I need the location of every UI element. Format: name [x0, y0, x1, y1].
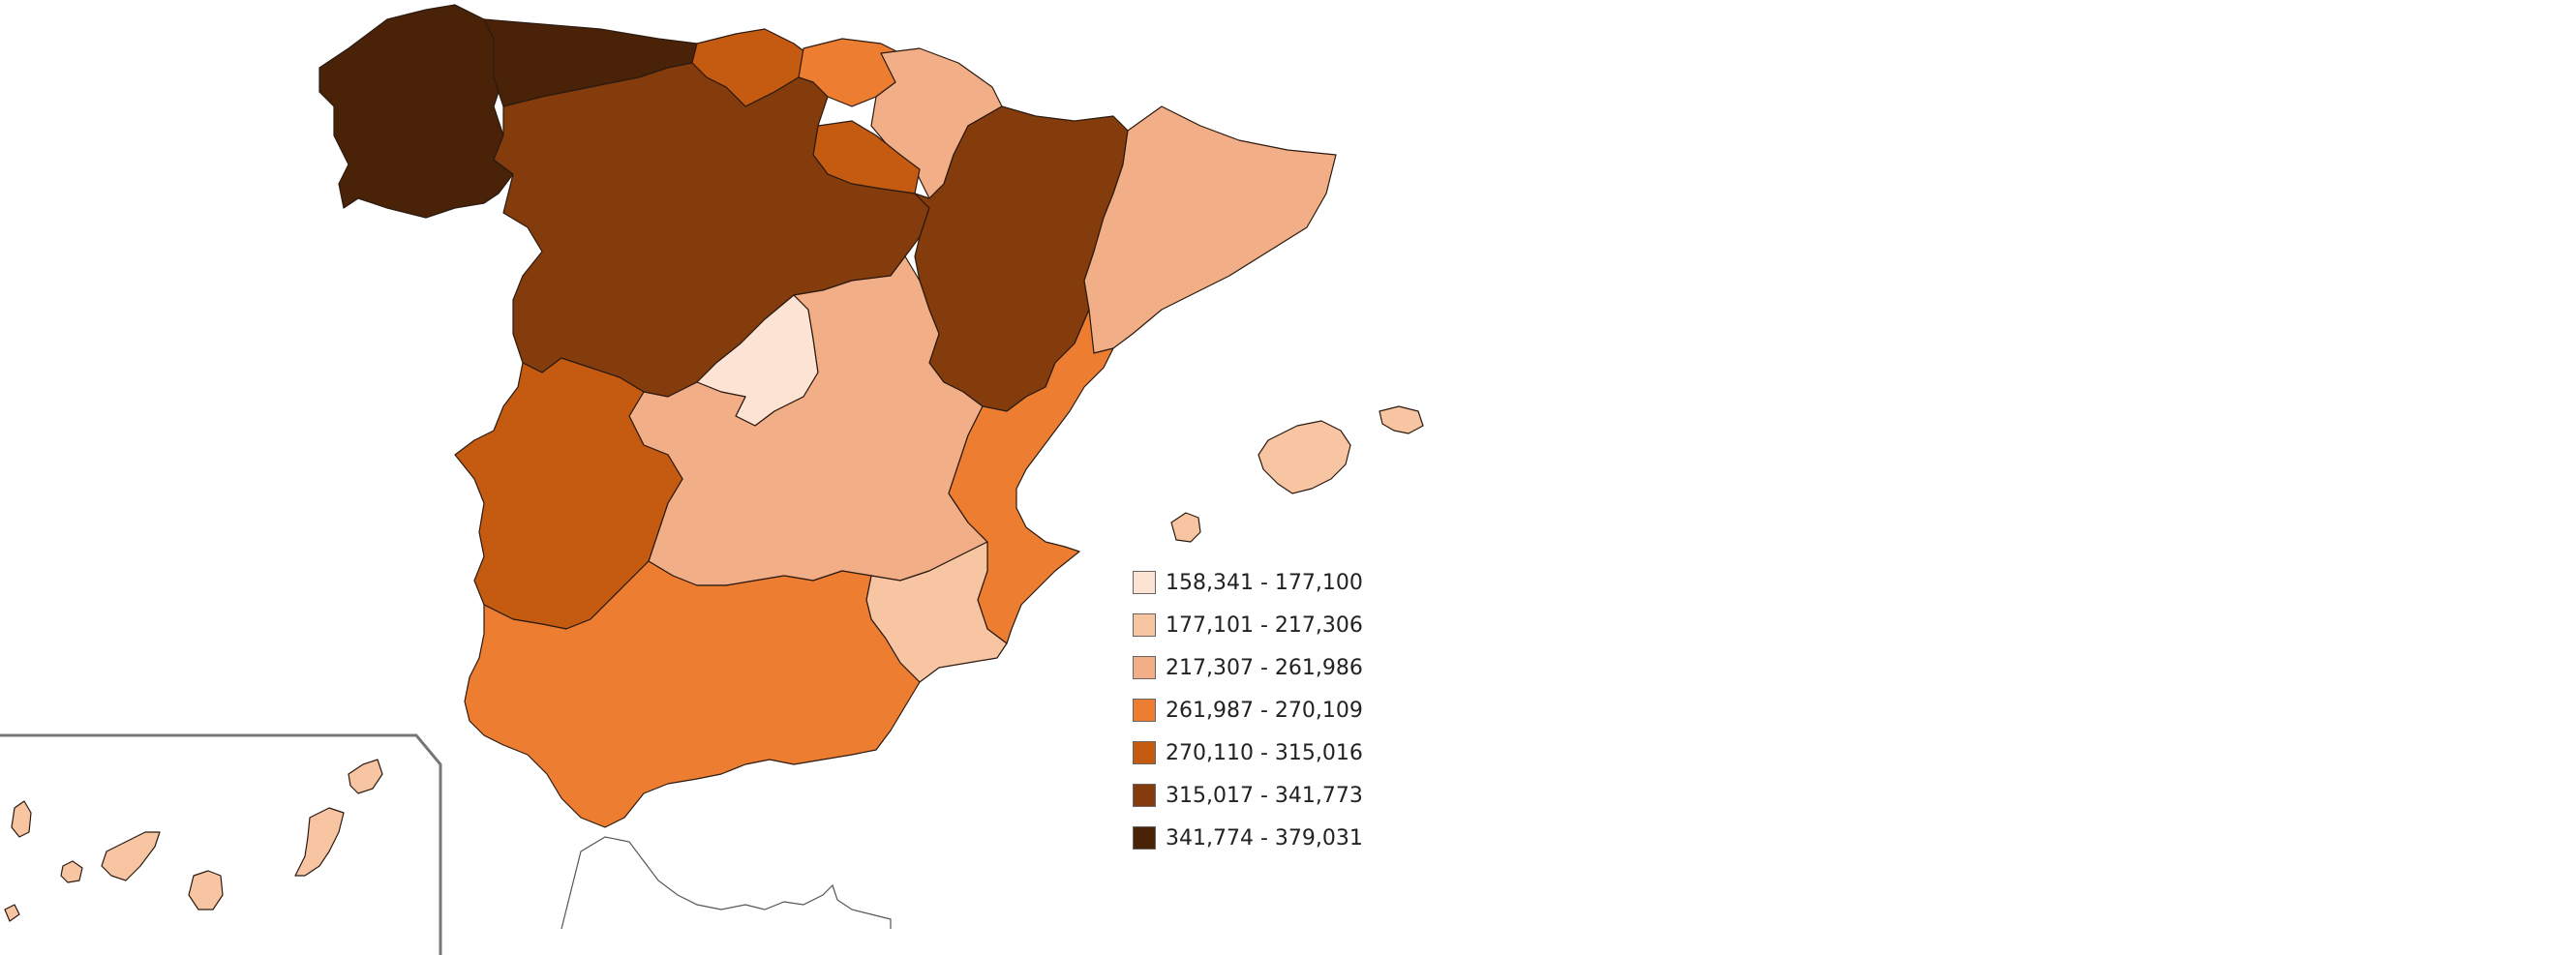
region-canarias-6[interactable]: [348, 759, 383, 794]
legend-label: 217,307 - 261,986: [1166, 655, 1363, 680]
legend-item: 177,101 - 217,306: [1133, 604, 1423, 646]
legend-label: 341,774 - 379,031: [1166, 825, 1363, 851]
legend-label: 158,341 - 177,100: [1166, 570, 1363, 595]
region-canarias-7[interactable]: [4, 904, 20, 922]
legend: 158,341 - 177,100 177,101 - 217,306 217,…: [1133, 561, 1423, 859]
legend-label: 261,987 - 270,109: [1166, 698, 1363, 723]
legend-item: 217,307 - 261,986: [1133, 646, 1423, 689]
legend-swatch: [1133, 571, 1156, 594]
region-canarias-3[interactable]: [101, 831, 161, 881]
legend-item: 261,987 - 270,109: [1133, 689, 1423, 731]
legend-label: 315,017 - 341,773: [1166, 783, 1363, 808]
region-canarias-1[interactable]: [11, 800, 32, 838]
legend-item: 270,110 - 315,016: [1133, 731, 1423, 774]
legend-swatch: [1133, 741, 1156, 764]
legend-swatch: [1133, 613, 1156, 637]
north-africa-outline: [561, 836, 892, 930]
region-canarias-2[interactable]: [60, 860, 83, 883]
legend-label: 177,101 - 217,306: [1166, 612, 1363, 638]
region-canarias-4[interactable]: [188, 870, 224, 910]
region-cataluna[interactable]: [1083, 105, 1337, 354]
region-comunidad-valenciana[interactable]: [948, 309, 1114, 644]
region-andalucia[interactable]: [464, 560, 921, 828]
legend-item: 158,341 - 177,100: [1133, 561, 1423, 604]
canarias-inset-frame: [0, 733, 442, 955]
region-baleares-ibiza[interactable]: [1170, 512, 1201, 543]
region-baleares-mallorca[interactable]: [1258, 420, 1351, 494]
legend-swatch: [1133, 699, 1156, 722]
legend-swatch: [1133, 656, 1156, 679]
region-galicia[interactable]: [318, 4, 514, 219]
legend-swatch: [1133, 784, 1156, 807]
legend-label: 270,110 - 315,016: [1166, 740, 1363, 765]
legend-item: 315,017 - 341,773: [1133, 774, 1423, 817]
legend-swatch: [1133, 826, 1156, 850]
region-baleares-menorca[interactable]: [1379, 405, 1424, 434]
legend-item: 341,774 - 379,031: [1133, 817, 1423, 859]
region-canarias-5[interactable]: [294, 807, 345, 877]
